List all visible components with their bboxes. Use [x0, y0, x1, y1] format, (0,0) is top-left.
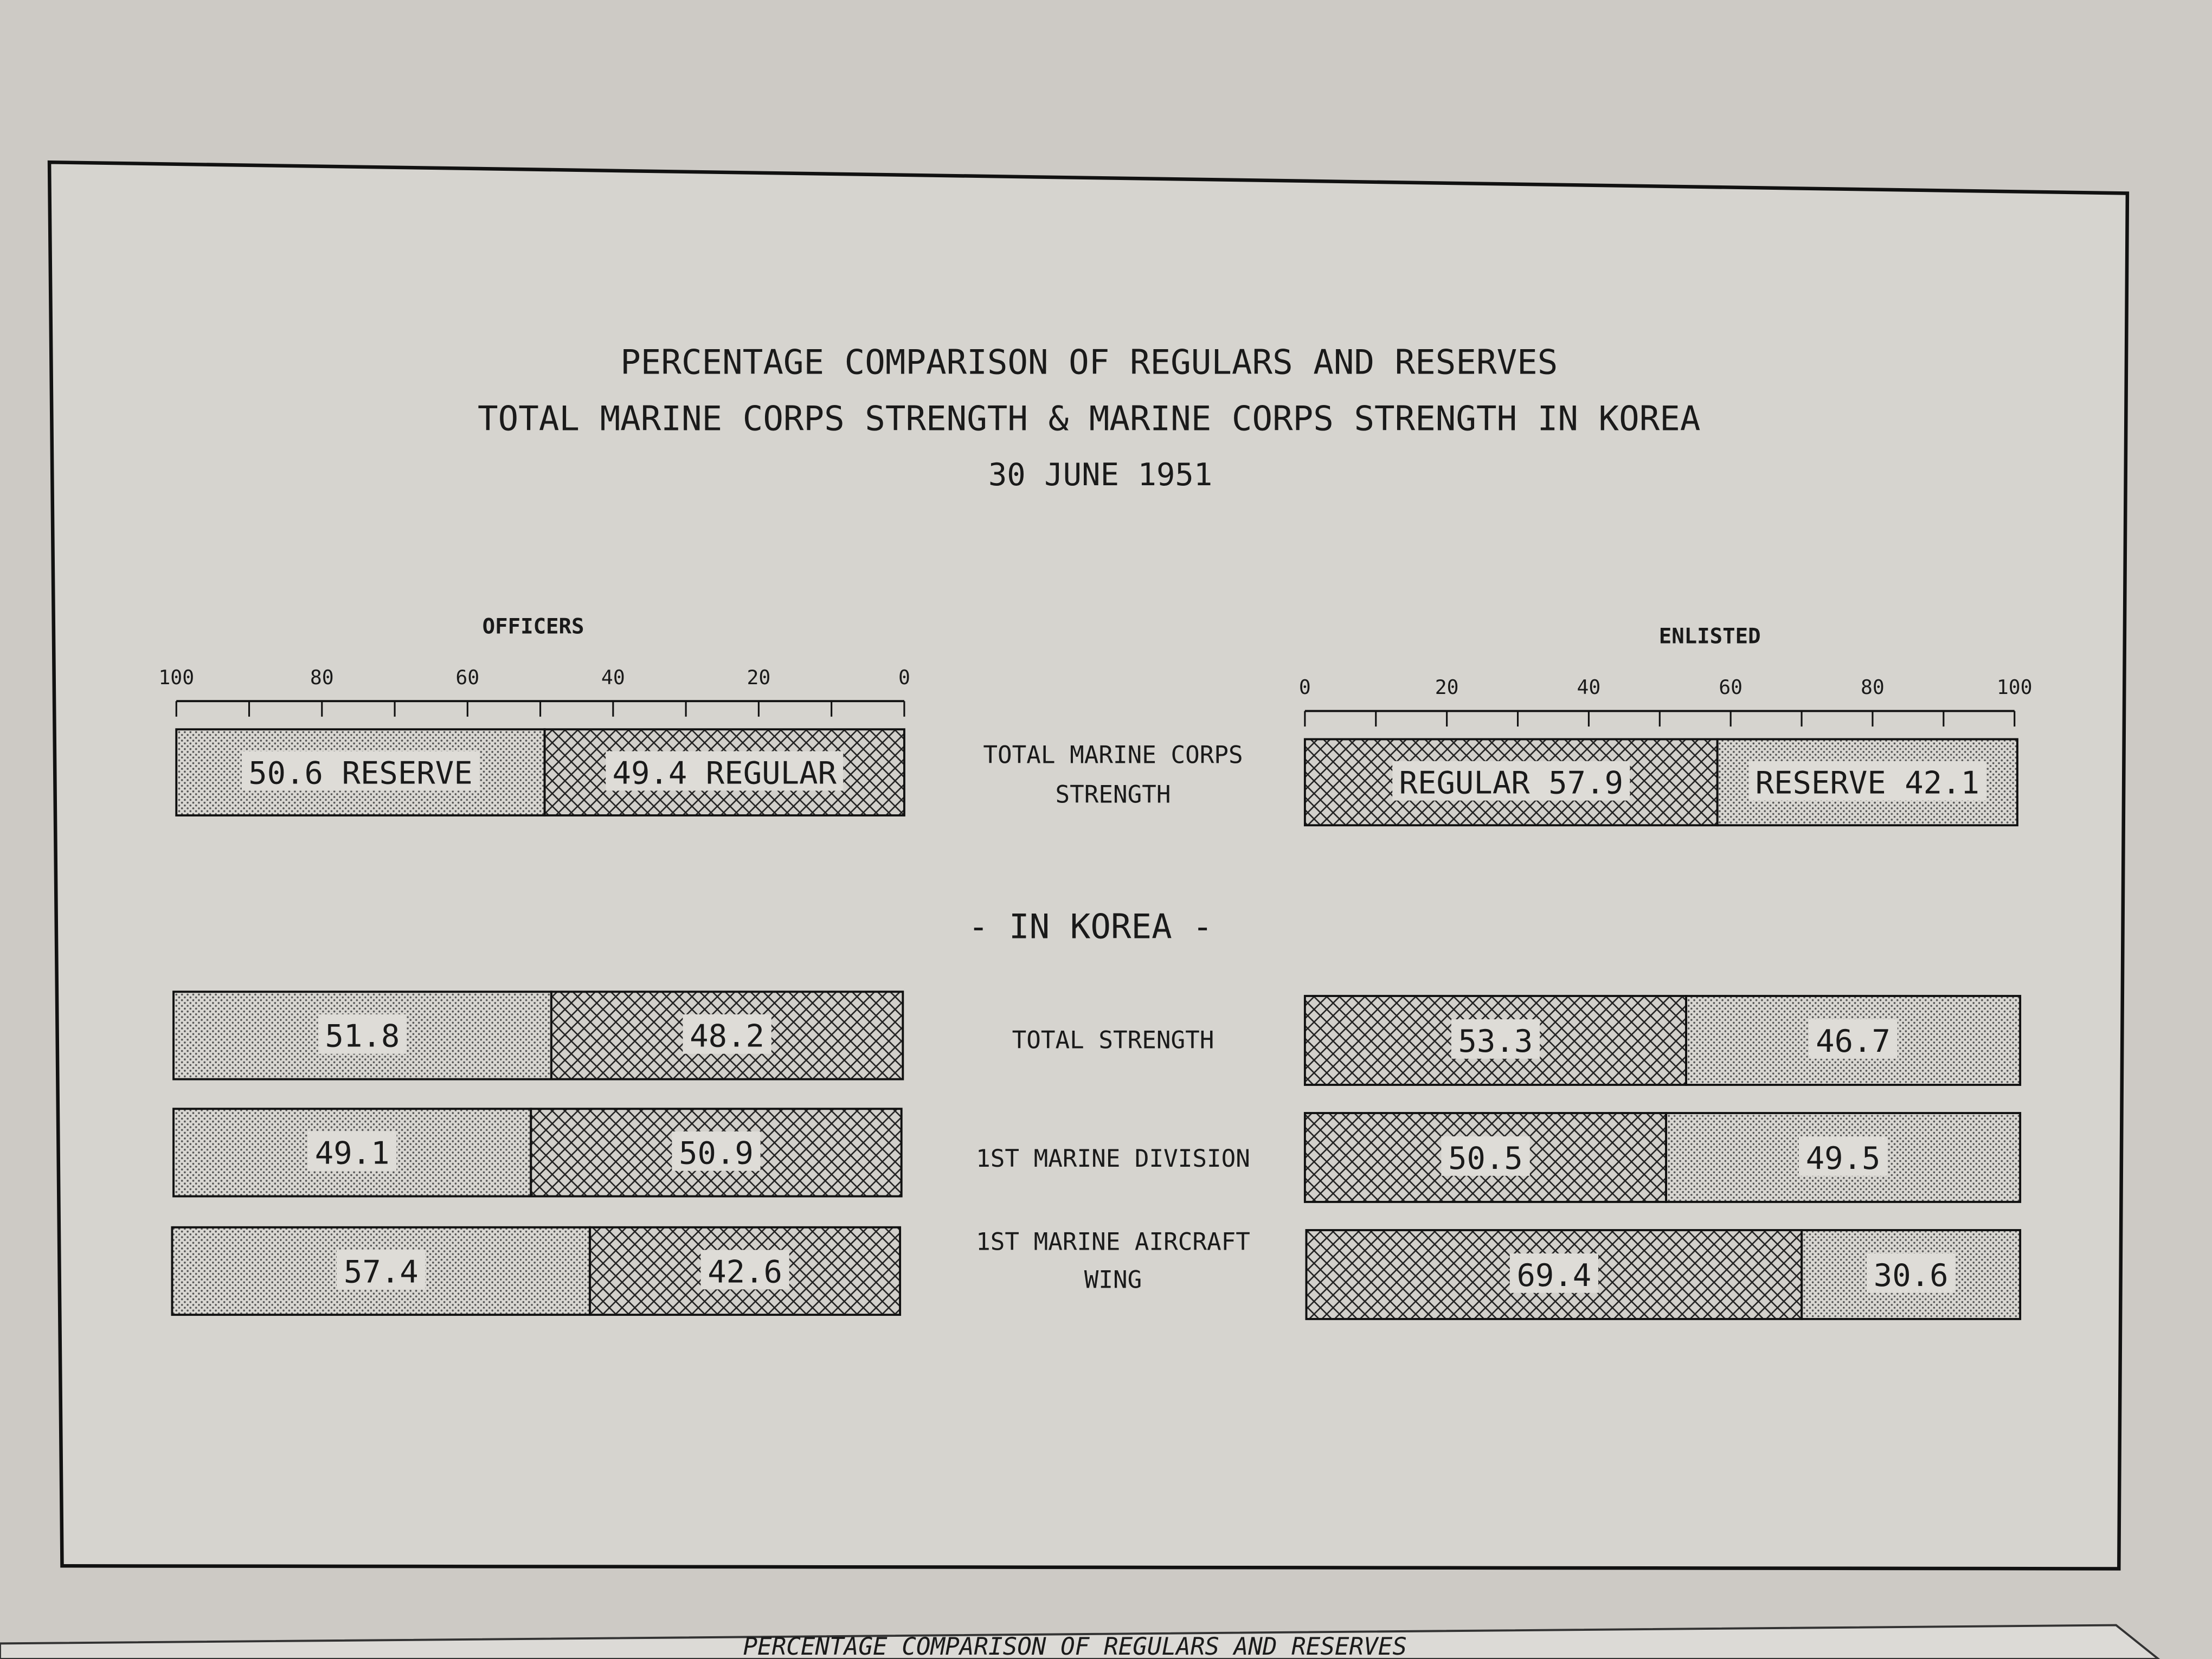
data-label-background [1866, 1253, 1956, 1293]
data-label-background [337, 1250, 426, 1290]
data-label-background [1451, 1019, 1540, 1059]
officers-reserve-value-label: 50.6 RESERVE [248, 755, 472, 791]
data-label-background [1809, 1019, 1898, 1059]
in-korea-label: - IN KOREA - [968, 906, 1213, 946]
enlisted-reserve-value-label: 30.6 [1874, 1258, 1949, 1294]
enlisted-reserve-bar [1665, 1112, 2022, 1203]
tick-label: 80 [310, 666, 334, 689]
officers-reserve-value-label: 57.4 [344, 1254, 419, 1290]
officers-regular-value-label: 49.4 REGULAR [613, 755, 837, 791]
category-label: STRENGTH [1056, 781, 1171, 809]
data-label-background [672, 1131, 761, 1171]
officers-regular-value-label: 50.9 [679, 1136, 754, 1172]
data-label-background [1441, 1136, 1530, 1176]
tick-label: 80 [1861, 676, 1885, 699]
officers-panel-title: OFFICERS [483, 614, 584, 639]
next-page-edge [0, 1624, 2160, 1659]
title-line-2: TOTAL MARINE CORPS STRENGTH & MARINE COR… [478, 399, 1700, 439]
tick-label: 20 [1435, 676, 1459, 699]
tick-label: 0 [1299, 676, 1311, 699]
officers-regular-value-label: 42.6 [708, 1254, 782, 1290]
data-label-background [700, 1250, 789, 1290]
data-label-background [683, 1014, 771, 1054]
tick-label: 60 [455, 666, 479, 689]
enlisted-reserve-value-label: RESERVE 42.1 [1756, 766, 1980, 801]
data-label-background [241, 751, 480, 791]
officers-regular-value-label: 48.2 [690, 1019, 764, 1054]
category-label: WING [1084, 1266, 1142, 1294]
category-label: 1ST MARINE AIRCRAFT [976, 1228, 1250, 1256]
tick-label: 40 [601, 666, 625, 689]
data-label-background [1392, 761, 1630, 801]
enlisted-panel-title: ENLISTED [1659, 625, 1761, 649]
data-label-background [606, 751, 844, 791]
data-label-background [307, 1131, 397, 1171]
tick-label: 20 [747, 666, 770, 689]
enlisted-regular-value-label: 69.4 [1516, 1258, 1591, 1294]
category-label: 1ST MARINE DIVISION [976, 1145, 1250, 1173]
title-line-1: PERCENTAGE COMPARISON OF REGULARS AND RE… [620, 343, 1558, 382]
tick-label: 60 [1719, 676, 1742, 699]
enlisted-regular-value-label: 50.5 [1448, 1141, 1523, 1176]
officers-reserve-value-label: 49.1 [315, 1136, 390, 1172]
page-sheet [47, 160, 2130, 1571]
enlisted-regular-value-label: REGULAR 57.9 [1399, 766, 1624, 801]
chart-title: PERCENTAGE COMPARISON OF REGULARS AND RE… [478, 343, 1700, 493]
enlisted-reserve-value-label: 46.7 [1816, 1024, 1891, 1059]
data-label-background [1509, 1253, 1599, 1293]
data-label-background [1748, 761, 1986, 801]
data-label-background [318, 1014, 407, 1054]
tick-label: 100 [1997, 676, 2033, 699]
enlisted-reserve-value-label: 49.5 [1806, 1141, 1881, 1176]
category-label: TOTAL MARINE CORPS [983, 742, 1243, 769]
data-label-background [1798, 1136, 1888, 1176]
next-page-title: PERCENTAGE COMPARISON OF REGULARS AND RE… [743, 1633, 1407, 1659]
enlisted-regular-value-label: 53.3 [1458, 1024, 1533, 1059]
officers-reserve-value-label: 51.8 [325, 1019, 400, 1054]
title-date: 30 JUNE 1951 [988, 457, 1213, 493]
tick-label: 100 [158, 666, 194, 689]
tick-label: 0 [898, 666, 910, 689]
category-label: TOTAL STRENGTH [1012, 1026, 1214, 1054]
tick-label: 40 [1577, 676, 1600, 699]
